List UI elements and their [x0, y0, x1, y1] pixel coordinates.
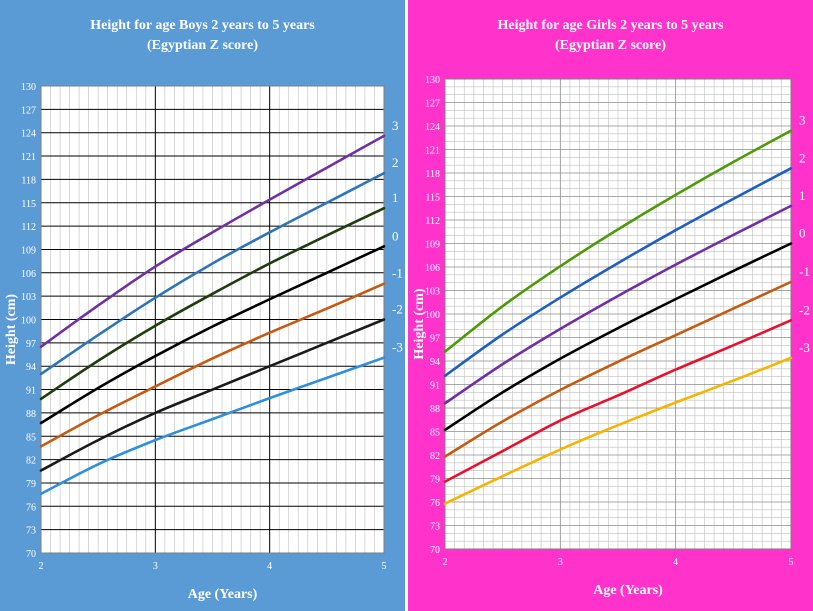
girls-series-line-z2: [443, 167, 793, 378]
boys-y-tick-label: 91: [26, 386, 36, 397]
girls-y-tick-label: 94: [430, 357, 440, 368]
girls-y-tick-label: 73: [430, 522, 440, 533]
girls-series-line-z1: [443, 204, 793, 405]
girls-y-tick-label: 115: [425, 193, 440, 204]
boys-series-line-z2: [39, 171, 386, 376]
boys-series-label: -2: [392, 302, 403, 317]
girls-y-tick-label: 130: [425, 75, 440, 86]
girls-chart-subtitle: (Egyptian Z score): [555, 38, 666, 53]
boys-series-line-z3: [39, 134, 386, 349]
boys-series-label: -1: [392, 266, 403, 281]
boys-y-tick-label: 94: [26, 362, 36, 373]
girls-series-line-z3: [443, 129, 793, 353]
boys-x-tick-label: 3: [153, 561, 158, 572]
girls-x-tick-label: 4: [673, 557, 678, 568]
boys-y-tick-label: 100: [21, 316, 36, 327]
girls-y-tick-label: 121: [425, 146, 440, 157]
boys-chart-panel: Height for age Boys 2 years to 5 years (…: [0, 0, 405, 611]
boys-y-tick-label: 115: [21, 199, 36, 210]
boys-y-tick-label: 82: [26, 456, 36, 467]
girls-series-line-z0: [443, 242, 793, 432]
boys-series-label: 3: [392, 118, 399, 133]
boys-grid: [40, 85, 385, 554]
boys-series-line-z1: [39, 206, 386, 401]
boys-series-line-z0: [39, 245, 386, 425]
girls-x-tick-label: 5: [789, 557, 794, 568]
boys-series-line-z-3: [39, 356, 386, 496]
girls-y-tick-label: 109: [425, 240, 440, 251]
girls-y-axis-label: Height (cm): [412, 288, 427, 359]
boys-y-tick-label: 130: [21, 82, 36, 93]
girls-x-axis-label: Age (Years): [593, 583, 663, 598]
boys-x-tick-label: 2: [39, 561, 44, 572]
girls-y-tick-label: 91: [430, 381, 440, 392]
boys-y-tick-label: 103: [21, 292, 36, 303]
boys-y-tick-label: 76: [26, 502, 36, 513]
boys-y-tick-label: 109: [21, 245, 36, 256]
boys-x-axis-label: Age (Years): [188, 587, 258, 602]
girls-x-tick-label: 2: [443, 557, 448, 568]
girls-y-tick-label: 82: [430, 451, 440, 462]
girls-series-label: -2: [799, 302, 810, 317]
boys-y-tick-label: 85: [26, 432, 36, 443]
girls-y-tick-label: 85: [430, 428, 440, 439]
boys-y-tick-label: 73: [26, 526, 36, 537]
boys-series-label: 0: [392, 228, 399, 243]
girls-series-label: -1: [799, 264, 810, 279]
girls-chart-panel: Height for age Girls 2 years to 5 years …: [408, 0, 813, 611]
girls-series-label: -3: [799, 340, 810, 355]
girls-series-line-z-3: [443, 356, 793, 505]
girls-series-label: 2: [799, 150, 806, 165]
girls-plot-frame: [444, 78, 792, 550]
girls-y-tick-label: 70: [430, 545, 440, 556]
girls-y-tick-label: 124: [425, 122, 440, 133]
boys-x-tick-label: 5: [382, 561, 387, 572]
boys-chart-svg: 7073767982858891949710010310610911211511…: [4, 82, 403, 602]
boys-y-tick-label: 97: [26, 339, 36, 350]
boys-y-tick-label: 79: [26, 479, 36, 490]
boys-chart-title: Height for age Boys 2 years to 5 years: [90, 18, 315, 33]
girls-y-tick-label: 100: [425, 310, 440, 321]
girls-series-label: 1: [799, 188, 806, 203]
boys-series-label: -3: [392, 340, 403, 355]
boys-x-tick-label: 4: [267, 561, 272, 572]
girls-y-tick-label: 103: [425, 287, 440, 298]
girls-series-line-z-2: [443, 318, 793, 483]
boys-y-tick-label: 112: [21, 222, 36, 233]
boys-series-label: 2: [392, 155, 399, 170]
girls-y-tick-label: 118: [425, 169, 440, 180]
boys-series-label: 1: [392, 190, 399, 205]
girls-y-tick-label: 79: [430, 475, 440, 486]
girls-chart-svg: 7073767982858891949710010310610911211511…: [412, 75, 810, 598]
girls-series-label: 3: [799, 113, 806, 128]
girls-series-line-z-1: [443, 280, 793, 458]
girls-chart-title: Height for age Girls 2 years to 5 years: [497, 18, 724, 33]
boys-y-tick-label: 121: [21, 152, 36, 163]
girls-series-label: 0: [799, 226, 806, 241]
boys-series-line-z-2: [39, 318, 386, 472]
boys-y-tick-label: 124: [21, 129, 36, 140]
boys-y-tick-label: 70: [26, 549, 36, 560]
girls-y-tick-label: 106: [425, 263, 440, 274]
girls-y-tick-label: 88: [430, 404, 440, 415]
boys-y-tick-label: 88: [26, 409, 36, 420]
boys-chart-subtitle: (Egyptian Z score): [147, 38, 258, 53]
girls-y-tick-label: 97: [430, 334, 440, 345]
boys-y-tick-label: 106: [21, 269, 36, 280]
girls-y-tick-label: 76: [430, 498, 440, 509]
boys-y-axis-label: Height (cm): [4, 294, 19, 365]
boys-series-line-z-1: [39, 282, 386, 448]
girls-y-tick-label: 112: [425, 216, 440, 227]
girls-x-tick-label: 3: [558, 557, 563, 568]
boys-y-tick-label: 118: [21, 175, 36, 186]
boys-y-tick-label: 127: [21, 105, 36, 116]
girls-y-tick-label: 127: [425, 99, 440, 110]
